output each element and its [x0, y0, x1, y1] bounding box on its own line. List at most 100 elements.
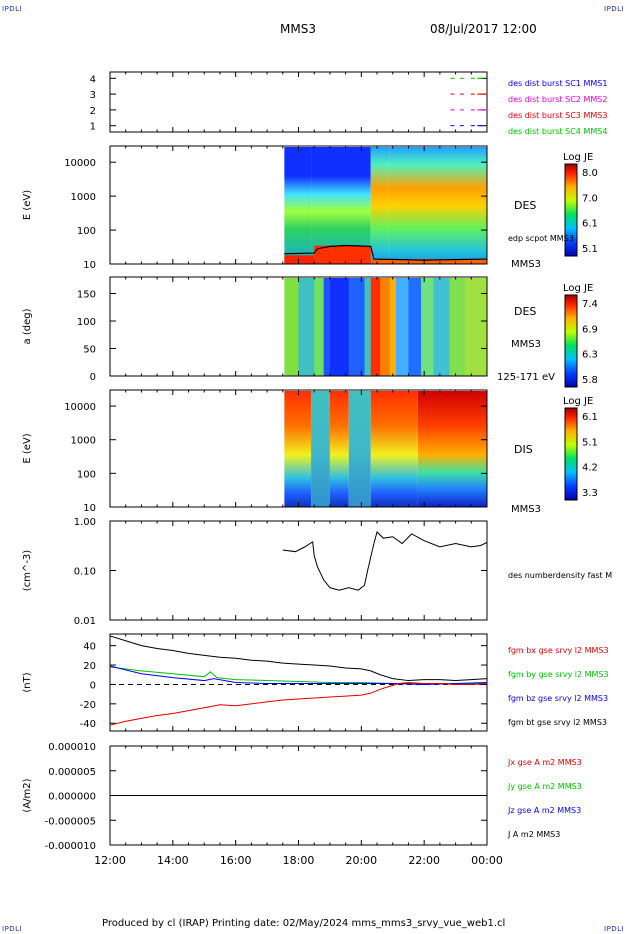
des-pitch-stripe — [449, 278, 466, 376]
des-energy-segment — [284, 147, 312, 264]
des_pitch-colorbar-title: Log JE — [563, 283, 593, 294]
dis-energy-segment — [348, 391, 371, 507]
datetime-title: 08/Jul/2017 12:00 — [430, 22, 537, 36]
burst-ytick-label: 3 — [90, 90, 96, 101]
des_pitch-colorbar-tick: 6.3 — [582, 350, 598, 361]
mission-title: MMS3 — [280, 22, 316, 36]
fgm-series-2 — [109, 666, 487, 684]
density-ytick-label: 0.10 — [74, 567, 96, 578]
fgm-ytick-label: 0 — [90, 680, 96, 691]
des-energy-segment — [320, 147, 371, 264]
dis_energy-colorbar-title: Log JE — [563, 396, 593, 407]
xaxis-tick-label: 00:00 — [471, 854, 503, 867]
fgm-legend-3: fgm bz gse srvy l2 MMS3 — [508, 694, 608, 703]
xaxis-tick-label: 18:00 — [283, 854, 315, 867]
current-legend-1: Jx gse A m2 MMS3 — [507, 758, 582, 767]
logo-top-right: IPDLI — [604, 5, 625, 13]
des-pitch-stripe — [421, 278, 435, 376]
des_pitch-colorbar-tick: 6.9 — [582, 324, 598, 335]
dis_energy-colorbar-tick: 4.2 — [582, 463, 598, 474]
des_pitch-ylabel: a (deg) — [22, 308, 33, 344]
des_pitch-ytick-label: 50 — [83, 345, 96, 356]
fgm-ytick-label: -20 — [80, 700, 96, 711]
des_energy-colorbar-title: Log JE — [563, 152, 593, 163]
xaxis-tick-label: 14:00 — [157, 854, 189, 867]
des-pitch-stripe — [389, 278, 397, 376]
fgm-ytick-label: 40 — [83, 642, 96, 653]
dis-energy-segment — [311, 391, 330, 507]
logo-top-left: IPDLI — [2, 5, 23, 13]
des-pitch-stripe — [298, 278, 315, 376]
des_pitch-ytick-label: 0 — [90, 372, 96, 383]
fgm-legend-4: fgm bt gse srvy l2 MMS3 — [508, 718, 607, 727]
dis_energy-ytick-label: 100 — [77, 469, 96, 480]
dis-energy-segment — [329, 391, 349, 507]
des-pitch-stripe — [284, 278, 299, 376]
current-ytick-label: -0.000005 — [45, 816, 96, 827]
current-legend-4: J A m2 MMS3 — [507, 830, 560, 839]
fgm-frame — [109, 633, 488, 732]
current-ytick-label: 0.000005 — [48, 767, 96, 778]
des-pitch-stripe — [348, 278, 365, 376]
dis_energy-colorbar-tick: 3.3 — [582, 488, 598, 499]
density-frame — [109, 520, 488, 621]
fgm-legend-2: fgm by gse srvy l2 MMS3 — [508, 670, 609, 679]
xaxis-tick-label: 16:00 — [220, 854, 252, 867]
current-ytick-label: 0.000010 — [48, 742, 96, 753]
xaxis-tick-label: 22:00 — [408, 854, 440, 867]
logo-bottom-right: IPDLI — [604, 925, 625, 933]
des_pitch-ytick-label: 100 — [77, 317, 96, 328]
dis_energy-ytick-label: 1000 — [71, 436, 96, 447]
des_energy-ytick-label: 100 — [77, 226, 96, 237]
fgm-legend-1: fgm bx gse srvy l2 MMS3 — [508, 646, 609, 655]
des_energy-side-label2: MMS3 — [511, 259, 541, 270]
des_energy-colorbar-tick: 6.1 — [582, 219, 598, 230]
des-pitch-stripe — [370, 278, 381, 376]
footer-text: Produced by cl (IRAP) Printing date: 02/… — [102, 918, 506, 929]
current-ylabel: (A/m2) — [22, 778, 33, 812]
burst-ytick-label: 4 — [90, 74, 96, 85]
burst-legend-2: des dist burst SC2 MMS2 — [508, 95, 607, 104]
des_energy-colorbar-tick: 7.0 — [582, 193, 598, 204]
current-legend-2: Jy gse A m2 MMS3 — [507, 782, 582, 791]
des-energy-segment — [389, 147, 487, 264]
des_pitch-side-label2: MMS3 — [511, 339, 541, 350]
des-pitch-stripe — [329, 278, 350, 376]
des-energy-segment — [370, 147, 390, 264]
des-pitch-stripe — [380, 278, 391, 376]
fgm-series-4 — [109, 681, 488, 726]
des-energy-overlay-label: edp scpot MMS3 — [508, 234, 574, 243]
des_pitch-colorbar-tick: 7.4 — [582, 299, 598, 310]
burst-frame — [109, 71, 488, 133]
des-energy-scpot-line — [284, 244, 488, 261]
des-pitch-stripe — [465, 278, 488, 376]
des_energy-ytick-label: 10 — [83, 260, 96, 271]
fgm-ylabel: (nT) — [22, 672, 33, 692]
des-energy-lowband — [314, 245, 371, 264]
des-pitch-stripe — [408, 278, 422, 376]
burst-legend-1: des dist burst SC1 MMS1 — [508, 79, 607, 88]
xaxis-tick-label: 20:00 — [345, 854, 377, 867]
dis-energy-segment — [284, 391, 312, 507]
density-ylabel: (cm^-3) — [22, 550, 33, 591]
des_energy-colorbar-tick: 5.1 — [582, 244, 598, 255]
logo-bottom-left: IPDLI — [2, 925, 23, 933]
burst-legend-3: des dist burst SC3 MMS3 — [508, 111, 607, 120]
des_pitch-ytick-label: 150 — [77, 290, 96, 301]
dis_energy-ylabel: E (eV) — [22, 433, 33, 463]
burst-legend-4: des dist burst SC4 MMS4 — [508, 127, 607, 136]
des-pitch-stripe — [433, 278, 450, 376]
current-ytick-label: -0.000010 — [45, 841, 96, 852]
des-pitch-energy-range: 125-171 eV — [497, 372, 555, 383]
xaxis-tick-label: 12:00 — [94, 854, 126, 867]
des-energy-lowband — [370, 259, 487, 264]
des_energy-colorbar-tick: 8.0 — [582, 168, 598, 179]
des-energy-segment — [311, 147, 321, 264]
dis_energy-colorbar-tick: 5.1 — [582, 437, 598, 448]
dis_energy-ytick-label: 10 — [83, 503, 96, 514]
current-ytick-label: 0.000000 — [48, 792, 96, 803]
burst-ytick-label: 2 — [90, 106, 96, 117]
density-series-1 — [282, 531, 488, 591]
fgm-ytick-label: 20 — [83, 661, 96, 672]
des-pitch-stripe — [364, 278, 372, 376]
